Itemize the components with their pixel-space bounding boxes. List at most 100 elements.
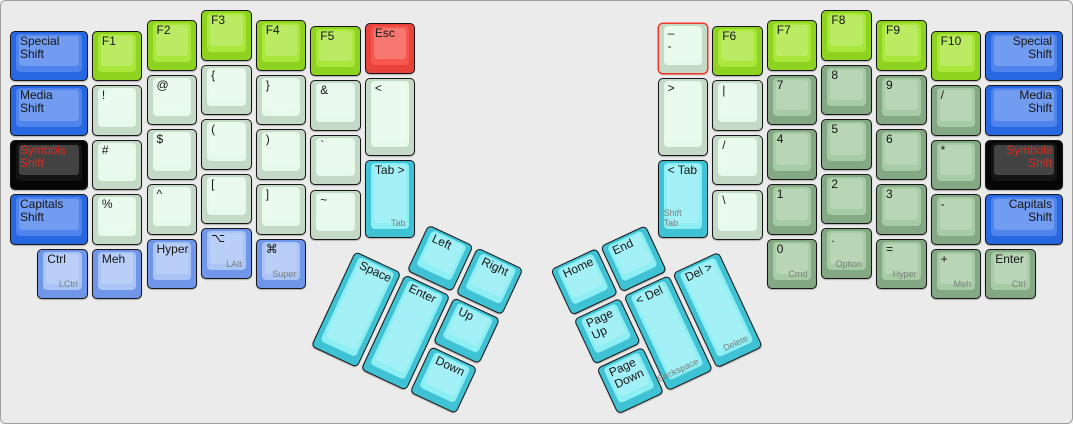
key-legend: Enter [406,280,439,306]
key-greater-than[interactable]: > [657,78,709,156]
key-esc[interactable]: Esc [364,23,416,74]
key-legend: 7 [776,77,784,92]
key-exclamation[interactable]: ! [91,85,143,136]
key-numpad-divide[interactable]: / [930,85,982,136]
key-hyper-left[interactable]: Hyper [146,238,198,290]
key-caret[interactable]: ^ [146,184,198,235]
key-ampersand[interactable]: & [310,80,361,131]
key-numpad-6[interactable]: 6 [876,129,927,180]
keycap: 2 [827,176,866,216]
key-f2[interactable]: F2 [146,20,198,71]
key-legend: Del > [682,259,714,285]
key-legend: F1 [101,33,116,48]
key-meh-left[interactable]: Meh [91,248,143,300]
keycap: F6 [718,28,757,68]
keycap: * [936,142,976,182]
keycap: < [370,81,410,147]
key-numpad-4[interactable]: 4 [766,129,818,180]
key-backtick[interactable]: ` [310,134,361,186]
keycap: # [97,142,137,182]
key-legend: ) [265,132,270,147]
key-f6[interactable]: F6 [712,25,763,77]
key-sublegend: Super [272,269,297,280]
key-f8[interactable]: F8 [821,10,872,61]
key-numpad-0-cmd[interactable]: 0 Cmd [766,238,818,290]
keycap: – - [663,26,703,65]
key-sublegend: Cmd [788,269,808,280]
key-rbrace[interactable]: } [255,74,307,126]
key-special-shift-left[interactable]: Special Shift [10,30,88,82]
key-capitals-shift-right[interactable]: Capitals Shift [985,194,1064,245]
key-ctrl-left[interactable]: Ctrl LCtrl [37,248,88,300]
key-symbols-shift-left[interactable]: Symbols Shift [10,139,88,191]
key-capitals-shift-left[interactable]: Capitals Shift [10,194,88,245]
key-less-than[interactable]: < [364,78,416,156]
key-sublegend: Delete [721,333,749,354]
key-legend: < [374,81,382,95]
key-legend: \ [722,192,726,207]
key-numpad-5[interactable]: 5 [821,119,872,170]
key-legend: F9 [886,23,901,38]
key-legend: Meh [101,251,126,266]
key-lbrace[interactable]: { [201,64,252,116]
keycap: 4 [772,132,812,171]
key-numpad-3[interactable]: 3 [876,184,927,235]
key-shift-tab[interactable]: < Tab Shift Tab [657,159,709,238]
key-enter-ctrl[interactable]: Enter Ctrl [985,248,1036,300]
key-f10[interactable]: F10 [930,30,982,82]
key-f9[interactable]: F9 [876,20,927,71]
key-special-shift-right[interactable]: Special Shift [985,30,1064,82]
key-tab[interactable]: Tab > Tab [364,159,416,238]
key-sublegend: Meh [953,279,972,290]
key-legend: Left [429,231,454,253]
key-lbracket[interactable]: [ [201,173,252,225]
key-f5[interactable]: F5 [310,25,361,77]
key-numpad-8[interactable]: 8 [821,64,872,116]
key-dash-selected[interactable]: – - [657,23,709,74]
keycap: | [718,83,757,122]
key-f1[interactable]: F1 [91,30,143,82]
key-at[interactable]: @ [146,74,198,126]
key-numpad-minus[interactable]: - [930,194,982,245]
keycap: - [936,197,976,236]
key-legend: Esc [374,26,395,41]
key-hash[interactable]: # [91,139,143,191]
key-legend: / [722,137,726,152]
keycap: < Tab Shift Tab [663,162,703,229]
key-super[interactable]: ⌘ Super [255,238,307,290]
keycap: ⌥ LAlt [207,231,246,270]
keycap: Special Shift [16,33,82,73]
keycap: ( [207,122,246,161]
key-sublegend: Backspace [655,356,700,384]
key-numpad-1[interactable]: 1 [766,184,818,235]
key-tilde[interactable]: ~ [310,189,361,241]
key-percent[interactable]: % [91,194,143,245]
keycap: / [936,88,976,127]
key-media-shift-right[interactable]: Media Shift [985,85,1064,136]
key-period-option[interactable]: . Option [821,228,872,279]
key-media-shift-left[interactable]: Media Shift [10,85,88,136]
keycap: ^ [152,187,192,226]
key-f7[interactable]: F7 [766,20,818,71]
key-symbols-shift-right[interactable]: Symbols Shift [985,139,1064,191]
keycap: Enter Ctrl [991,251,1030,291]
key-rparen[interactable]: ) [255,129,307,180]
key-lalt[interactable]: ⌥ LAlt [201,228,252,279]
key-f4[interactable]: F4 [255,20,307,71]
key-lparen[interactable]: ( [201,119,252,170]
key-dollar[interactable]: $ [146,129,198,180]
key-slash[interactable]: / [712,134,763,186]
key-numpad-7[interactable]: 7 [766,74,818,126]
key-backslash[interactable]: \ [712,189,763,241]
key-legend: F10 [940,33,962,48]
key-numpad-plus-meh[interactable]: + Meh [930,248,982,300]
key-equals-hyper[interactable]: = Hyper [876,238,927,290]
key-f3[interactable]: F3 [201,10,252,61]
key-rbracket[interactable]: ] [255,184,307,235]
key-pipe[interactable]: | [712,80,763,131]
key-legend: | [722,83,726,98]
key-numpad-2[interactable]: 2 [821,173,872,225]
key-numpad-multiply[interactable]: * [930,139,982,191]
key-legend: * [940,142,946,157]
key-numpad-9[interactable]: 9 [876,74,927,126]
